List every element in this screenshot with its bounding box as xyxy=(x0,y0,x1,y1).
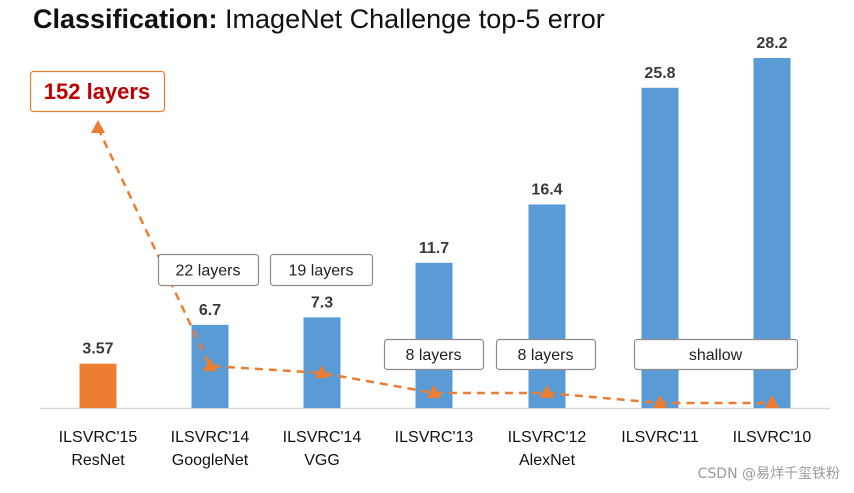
depth-annotation-box-4 xyxy=(495,338,597,371)
value-label-1: 6.7 xyxy=(199,302,221,319)
depth-marker-2 xyxy=(315,365,329,378)
depth-marker-4 xyxy=(540,385,554,398)
x-tick-sublabel-1: GoogleNet xyxy=(172,452,249,469)
x-tick-label-4: ILSVRC'12 xyxy=(508,429,587,446)
x-tick-label-2: ILSVRC'14 xyxy=(283,429,362,446)
bar-3 xyxy=(415,262,453,408)
depth-marker-3 xyxy=(427,385,441,398)
depth-annotation-label-2: 19 layers xyxy=(289,263,354,280)
title-rest: ImageNet Challenge top-5 error xyxy=(217,4,605,34)
x-tick-label-3: ILSVRC'13 xyxy=(395,429,474,446)
depth-marker-6 xyxy=(765,395,779,408)
value-label-0: 3.57 xyxy=(82,341,113,358)
depth-annotation-box-0 xyxy=(29,70,166,113)
depth-annotation-label-0: 152 layers xyxy=(44,79,150,104)
chart-title: Classification: ImageNet Challenge top-5… xyxy=(33,4,605,35)
value-label-5: 25.8 xyxy=(644,65,675,82)
depth-annotation-label-1: 22 layers xyxy=(176,263,241,280)
depth-annotation-box-2 xyxy=(269,253,374,287)
depth-marker-0 xyxy=(91,120,105,133)
x-tick-label-1: ILSVRC'14 xyxy=(171,429,250,446)
depth-annotation-box-3 xyxy=(383,338,485,371)
depth-marker-1 xyxy=(203,358,217,371)
x-tick-sublabel-4: AlexNet xyxy=(519,452,576,469)
value-label-4: 16.4 xyxy=(531,181,562,198)
x-tick-label-0: ILSVRC'15 xyxy=(59,429,138,446)
depth-annotation-box-5 xyxy=(633,338,799,371)
x-tick-label-6: ILSVRC'10 xyxy=(733,429,812,446)
depth-marker-5 xyxy=(653,395,667,408)
depth-annotation-box-1 xyxy=(157,253,260,287)
depth-annotation-label-4: 8 layers xyxy=(517,347,573,364)
value-label-3: 11.7 xyxy=(419,240,449,257)
depth-annotation-label-5: shallow xyxy=(689,347,743,364)
bar-0 xyxy=(79,363,117,408)
bar-2 xyxy=(303,317,341,408)
x-tick-sublabel-0: ResNet xyxy=(71,452,125,469)
value-label-2: 7.3 xyxy=(311,294,333,311)
x-tick-label-5: ILSVRC'11 xyxy=(621,429,699,446)
title-bold: Classification: xyxy=(33,4,218,34)
depth-annotation-label-3: 8 layers xyxy=(405,347,461,364)
bar-4 xyxy=(528,204,566,408)
value-label-6: 28.2 xyxy=(756,35,787,52)
x-tick-sublabel-2: VGG xyxy=(304,452,340,469)
watermark: CSDN @易烊千玺铁粉 xyxy=(697,466,840,482)
